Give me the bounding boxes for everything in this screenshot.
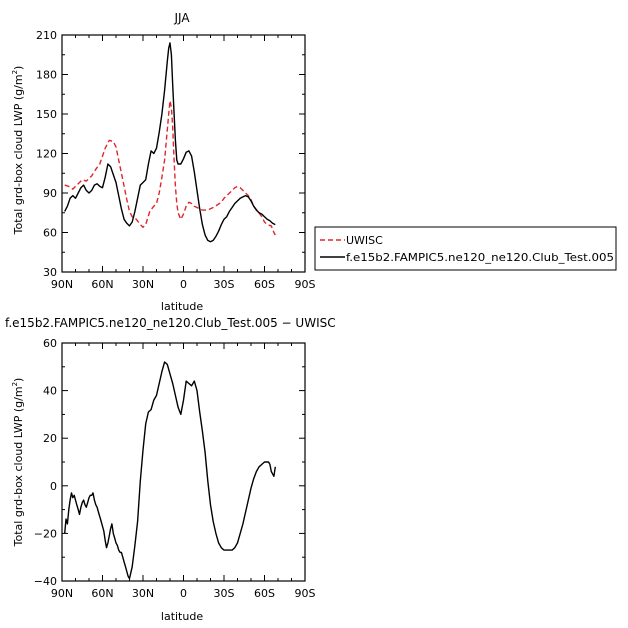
legend: UWISC f.e15b2.FAMPIC5.ne120_ne120.Club_T… xyxy=(314,226,617,271)
top-y-tick-label: 150 xyxy=(36,108,57,121)
top-panel-series xyxy=(64,42,276,243)
bottom-x-tick-label: 30N xyxy=(132,587,154,600)
top-ylabel-sup: 2 xyxy=(11,70,19,74)
top-series-line-0 xyxy=(64,100,276,236)
bottom-y-tick-label: 20 xyxy=(43,432,57,445)
bottom-ylabel-end: ) xyxy=(12,378,25,382)
top-y-tick-label: 30 xyxy=(43,266,57,279)
bottom-y-tick-label: −20 xyxy=(34,527,57,540)
bottom-x-tick-label: 60S xyxy=(254,587,275,600)
bottom-panel-ticks: 90N 60N 30N 0 30S 60S 90S −40 −20 0 20 40 60 xyxy=(34,337,316,600)
bottom-ylabel-text: Total grd-box cloud LWP (g/m xyxy=(12,386,25,547)
top-x-tick-label: 30N xyxy=(132,278,154,291)
top-panel: JJA Total grd-box cloud LWP (g/m2) latit… xyxy=(11,11,316,313)
top-panel-frame xyxy=(61,34,306,273)
top-y-tick-label: 120 xyxy=(36,148,57,161)
top-x-tick-label: 0 xyxy=(180,278,187,291)
bottom-panel-title: f.e15b2.FAMPIC5.ne120_ne120.Club_Test.00… xyxy=(5,316,336,330)
bottom-x-tick-label: 90S xyxy=(295,587,316,600)
bottom-x-tick-label: 60N xyxy=(91,587,113,600)
top-x-tick-label: 30S xyxy=(214,278,235,291)
bottom-panel-ylabel: Total grd-box cloud LWP (g/m2) xyxy=(11,378,25,548)
top-panel-ylabel: Total grd-box cloud LWP (g/m2) xyxy=(11,66,25,236)
top-x-tick-label: 90S xyxy=(295,278,316,291)
top-ylabel-text: Total grd-box cloud LWP (g/m xyxy=(12,74,25,235)
bottom-x-tick-label: 90N xyxy=(51,587,73,600)
bottom-y-tick-label: 60 xyxy=(43,337,57,350)
bottom-ylabel-sup: 2 xyxy=(11,382,19,386)
top-y-tick-label: 210 xyxy=(36,29,57,42)
top-ylabel-end: ) xyxy=(12,66,25,70)
top-panel-xlabel: latitude xyxy=(161,300,203,313)
bottom-y-tick-label: 0 xyxy=(50,480,57,493)
top-y-tick-label: 180 xyxy=(36,69,57,82)
top-panel-title: JJA xyxy=(173,11,190,25)
svg-text:Total grd-box cloud LWP (g/m2): Total grd-box cloud LWP (g/m2) xyxy=(11,66,25,236)
bottom-x-tick-label: 30S xyxy=(214,587,235,600)
bottom-series-line-0 xyxy=(64,361,276,580)
top-panel-ticks: 90N 60N 30N 0 30S 60S 90S 30 60 90 120 150 180 210 xyxy=(36,29,316,291)
svg-text:Total grd-box cloud LWP (g/m2): Total grd-box cloud LWP (g/m2) xyxy=(11,378,25,548)
legend-box xyxy=(314,226,617,271)
top-series-line-1 xyxy=(64,42,276,243)
bottom-panel-series xyxy=(64,361,276,580)
bottom-y-tick-label: −40 xyxy=(34,575,57,588)
top-y-tick-label: 60 xyxy=(43,227,57,240)
legend-label-uwisc: UWISC xyxy=(346,234,383,247)
top-y-tick-label: 90 xyxy=(43,187,57,200)
bottom-x-tick-label: 0 xyxy=(180,587,187,600)
bottom-y-tick-label: 40 xyxy=(43,385,57,398)
bottom-panel: f.e15b2.FAMPIC5.ne120_ne120.Club_Test.00… xyxy=(5,316,336,623)
bottom-panel-frame xyxy=(61,342,306,582)
top-x-tick-label: 60S xyxy=(254,278,275,291)
top-x-tick-label: 90N xyxy=(51,278,73,291)
legend-label-model: f.e15b2.FAMPIC5.ne120_ne120.Club_Test.00… xyxy=(346,251,614,264)
bottom-panel-xlabel: latitude xyxy=(161,610,203,623)
top-x-tick-label: 60N xyxy=(91,278,113,291)
